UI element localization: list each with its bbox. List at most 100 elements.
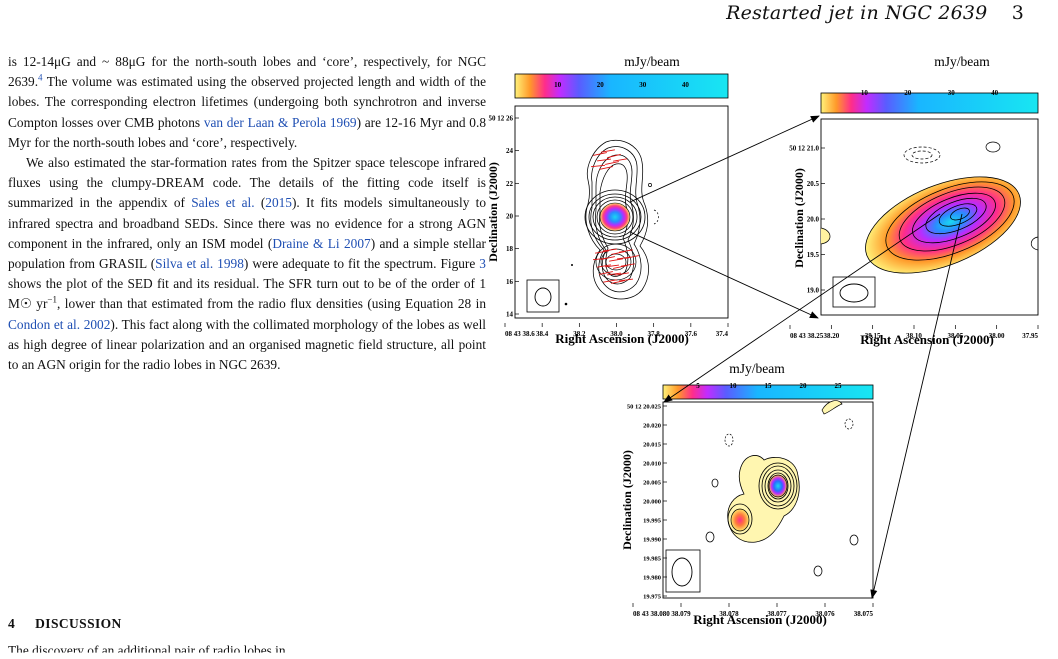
- citation-link[interactable]: 4: [38, 72, 43, 83]
- paragraph-2: We also estimated the star-formation rat…: [8, 153, 486, 375]
- x-tick-label: 38.15: [865, 332, 881, 340]
- panel-1-noise-contour: [648, 183, 652, 187]
- panel-1-core: [599, 202, 631, 232]
- citation-link[interactable]: 3: [479, 256, 486, 272]
- colorbar-tick-label: 40: [682, 81, 690, 89]
- x-tick-label: 38.00: [989, 332, 1005, 340]
- panel-2-core-outer: [865, 176, 1021, 274]
- colorbar-tick-label: 5: [696, 382, 700, 390]
- y-tick-label: 20: [506, 213, 514, 221]
- panel-1: mJy/beam 10 20 30 40 50 12 26 24 22: [486, 54, 729, 346]
- x-tick-label: 37.6: [685, 330, 698, 338]
- x-tick-label: 38.078: [719, 610, 739, 618]
- panel-2-edge-contour: [820, 227, 831, 245]
- polarization-vector: [609, 258, 623, 262]
- panel-3-colorbar-label: mJy/beam: [729, 361, 785, 376]
- panel-3-xlabel: Right Ascension (J2000): [693, 612, 827, 627]
- panel-3-beam: [671, 557, 693, 587]
- y-tick-label: 19.0: [807, 287, 820, 295]
- panel-1-noise-contour-3: [564, 302, 568, 306]
- y-tick-label: 20.010: [643, 461, 661, 468]
- polarization-vector: [595, 250, 609, 254]
- panel-3-dashed-contour-2: [724, 433, 734, 447]
- citation-link[interactable]: Condon et al. 2002: [8, 316, 111, 332]
- panel-2-colorbar: [820, 92, 1039, 114]
- y-tick-label: 20.0: [807, 216, 820, 224]
- polarization-vector: [607, 153, 621, 159]
- citation-link[interactable]: Draine & Li 2007: [272, 235, 371, 251]
- text-run: We also estimated the star-formation rat…: [8, 155, 486, 211]
- y-tick-label: 19.5: [807, 251, 820, 259]
- panel-1-noise-contour-2: [571, 264, 573, 266]
- panel-2-xlabel: Right Ascension (J2000): [860, 332, 994, 347]
- colorbar-tick-label: 30: [948, 89, 956, 97]
- page-number: 3: [1011, 2, 1024, 24]
- panel-1-contours: [585, 139, 649, 300]
- x-tick-label: 38.05: [947, 332, 963, 340]
- polarization-vector: [601, 256, 615, 260]
- panel-2-dashed-contour-2: [911, 150, 933, 160]
- panel-3-ylabel: Declination (J2000): [620, 450, 634, 550]
- panel-3-core-north: [768, 474, 788, 498]
- panel-2-frame: [820, 118, 1039, 316]
- zoom-arrow-2a: [663, 213, 941, 403]
- y-tick-label: 20.000: [643, 499, 661, 506]
- zoom-arrow-2b: [870, 213, 963, 599]
- polarization-vector: [603, 279, 617, 283]
- text-run: ). This fact along with the collimated m…: [8, 316, 486, 373]
- polarization-vector: [599, 271, 613, 275]
- panel-3-noise-contour: [711, 478, 719, 488]
- x-tick-label: 38.079: [671, 610, 691, 618]
- panel-3: mJy/beam 5 10 15 20 25 50 12 20.025 20.020 20.…: [620, 361, 874, 627]
- citation-link[interactable]: Silva et al. 1998: [155, 256, 244, 272]
- x-tick-label: 38.10: [906, 332, 922, 340]
- y-tick-label: 50 12 21.0: [789, 145, 819, 153]
- polarization-vector: [597, 264, 611, 268]
- text-column: is 12-14μG and ~ 88μG for the north-sout…: [8, 52, 486, 375]
- colorbar-tick-label: 25: [835, 382, 843, 390]
- polarization-vector: [597, 158, 611, 162]
- y-tick-label: 16: [506, 278, 514, 286]
- x-tick-label: 38.20: [823, 332, 839, 340]
- polarization-vector: [611, 280, 625, 284]
- y-tick-label: 50 12 20.025: [627, 404, 662, 411]
- panel-3-frame: [662, 401, 874, 599]
- polarization-vector: [605, 264, 619, 268]
- polarization-vector: [607, 272, 621, 276]
- panel-2-colorbar-ticks: 10 20 30 40: [861, 89, 999, 97]
- y-tick-label: 20.020: [643, 423, 661, 430]
- panel-1-south-contours: [595, 243, 637, 281]
- polarization-vector: [601, 149, 615, 153]
- x-tick-label: 38.4: [536, 330, 549, 338]
- polarization-vector: [593, 152, 607, 156]
- section-number: 4: [8, 616, 16, 631]
- text-run: ) and a simple stellar population from G…: [8, 235, 486, 272]
- panel-1-colorbar: [514, 73, 729, 99]
- y-tick-label: 20.015: [643, 442, 662, 449]
- polarization-vector: [592, 257, 608, 261]
- x-tick-label: 37.8: [648, 330, 661, 338]
- panel-2-colorbar-label: mJy/beam: [934, 54, 990, 69]
- text-run: The volume was estimated using the obser…: [8, 74, 486, 130]
- polarization-vector: [625, 255, 639, 259]
- text-run: ). It fits models simultaneously to infr…: [8, 195, 487, 251]
- citation-link[interactable]: Sales et al.: [191, 195, 255, 211]
- y-tick-label: 19.985: [643, 556, 662, 563]
- polarization-vector: [605, 161, 619, 165]
- y-tick-label: 24: [506, 147, 514, 155]
- text-run: is 12-14μG and ~ 88μG for the north-sout…: [8, 54, 486, 90]
- panel-1-y-ticks: 50 12 26 24 22 20 18 16 14: [489, 115, 519, 319]
- panel-2-ylabel: Declination (J2000): [792, 168, 806, 268]
- y-tick-label: 20.005: [643, 480, 662, 487]
- x-tick-label: 38.2: [573, 330, 586, 338]
- panel-3-y-ticks: 50 12 20.025 20.020 20.015 20.010 20.005 20.0…: [627, 404, 667, 601]
- panel-1-x-ticks: 08 43 38.6 38.4 38.2 38.0 37.8 37.6 37.4: [504, 323, 729, 338]
- x-tick-label: 08 43 38.080: [633, 610, 670, 618]
- panel-3-contours: [727, 462, 798, 535]
- panel-3-x-ticks: 08 43 38.080 38.079 38.078 38.077 38.076 38.0…: [632, 603, 874, 618]
- polarization-vector: [619, 249, 633, 253]
- panel-3-colorbar: [662, 384, 874, 400]
- citation-link[interactable]: van der Laan & Perola 1969: [203, 114, 357, 130]
- zoom-arrows: [629, 115, 963, 599]
- citation-link[interactable]: 2015: [265, 195, 292, 211]
